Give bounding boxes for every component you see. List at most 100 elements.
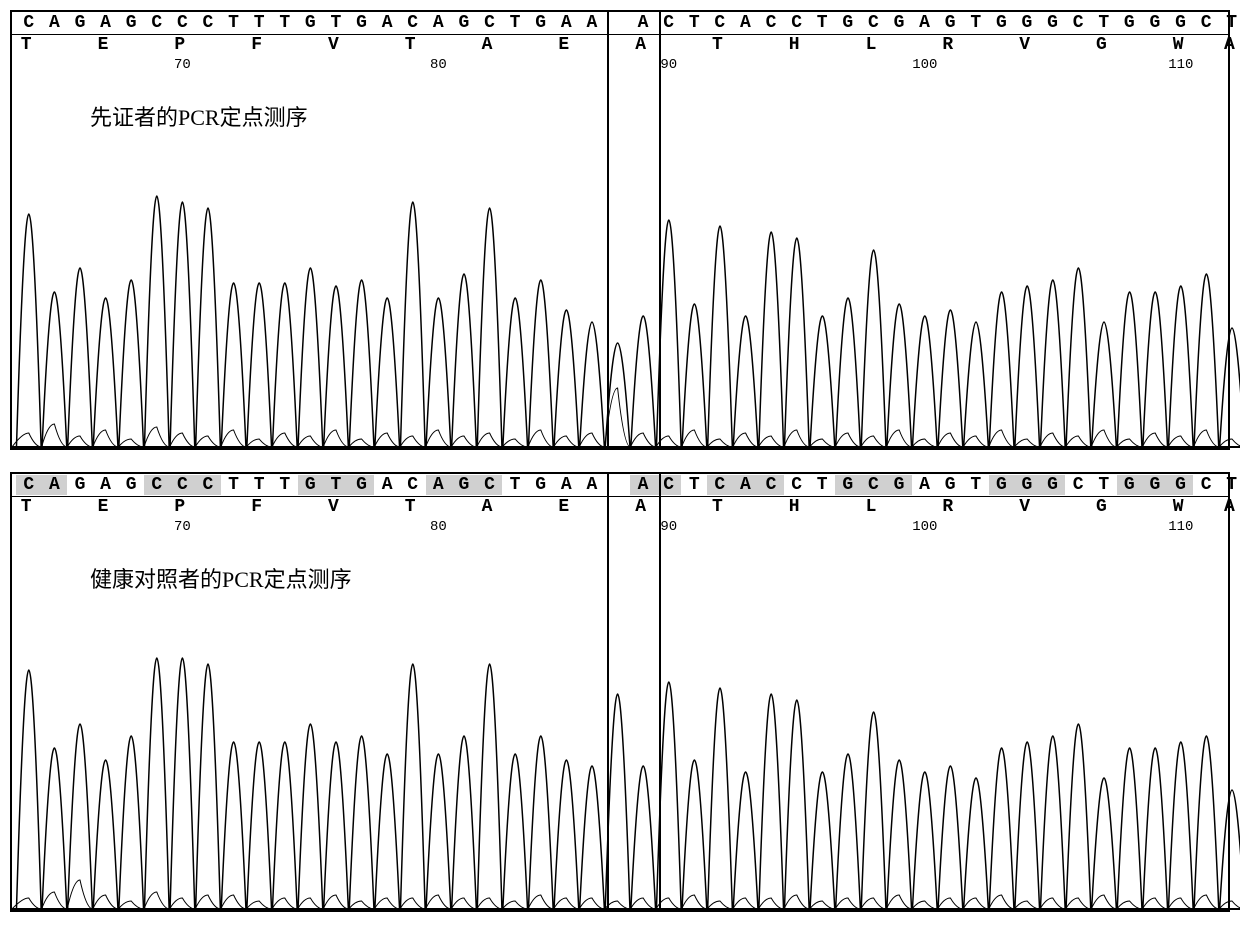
base-cell: G: [1117, 13, 1143, 33]
amino-acid-label: A: [482, 497, 493, 517]
amino-acid-label: T: [405, 497, 416, 517]
base-cell: C: [195, 13, 221, 33]
amino-acid-label: P: [174, 497, 185, 517]
amino-acid-label: A: [1224, 497, 1235, 517]
amino-acid-label: V: [328, 497, 339, 517]
amino-acid-label: V: [1019, 497, 1030, 517]
base-cell: G: [528, 475, 554, 495]
amino-acid-label: P: [174, 35, 185, 55]
base-cell: C: [784, 13, 810, 33]
base-cell: T: [963, 13, 989, 33]
base-cell: G: [1142, 13, 1168, 33]
position-label: 100: [912, 519, 937, 535]
base-cell: G: [118, 475, 144, 495]
base-cell: G: [1168, 13, 1194, 33]
amino-acid-label: A: [1224, 35, 1235, 55]
position-label: 80: [430, 57, 447, 73]
chromatogram-trace: [12, 610, 1228, 910]
base-cell: C: [1065, 13, 1091, 33]
base-cell: A: [579, 475, 605, 495]
sequence-row: CAGAGCCCTTTGTGACAGCTGAA ACTCACCTGCGAGTGG…: [12, 12, 1228, 35]
base-cell: G: [835, 13, 861, 33]
base-cell: T: [963, 475, 989, 495]
amino-acid-label: E: [558, 497, 569, 517]
base-cell: A: [912, 475, 938, 495]
amino-acid-label: T: [405, 35, 416, 55]
base-cell: C: [707, 13, 733, 33]
base-cell: A: [42, 475, 68, 495]
base-cell: G: [349, 13, 375, 33]
base-cell: A: [630, 13, 656, 33]
base-cell: A: [426, 475, 452, 495]
panel-caption: 先证者的PCR定点测序: [90, 100, 308, 132]
base-cell: G: [989, 475, 1015, 495]
amino-acid-label: L: [866, 497, 877, 517]
base-cell: T: [681, 13, 707, 33]
base-cell: T: [323, 475, 349, 495]
amino-acid-label: W: [1173, 497, 1184, 517]
position-label: 110: [1168, 519, 1193, 535]
base-cell: T: [681, 475, 707, 495]
base-cell: A: [553, 475, 579, 495]
amino-acid-label: T: [712, 35, 723, 55]
base-cell: A: [630, 475, 656, 495]
base-cell: G: [528, 13, 554, 33]
base-cell: C: [861, 13, 887, 33]
base-cell: T: [272, 13, 298, 33]
amino-acid-label: E: [558, 35, 569, 55]
base-cell: G: [67, 13, 93, 33]
amino-acid-label: T: [21, 497, 32, 517]
base-cell: G: [451, 13, 477, 33]
base-cell: C: [16, 13, 42, 33]
base-cell: C: [1193, 13, 1219, 33]
base-cell: T: [502, 475, 528, 495]
base-cell: C: [144, 13, 170, 33]
base-cell: G: [937, 475, 963, 495]
amino-acid-label: V: [1019, 35, 1030, 55]
amino-acid-label: F: [251, 497, 262, 517]
base-cell: G: [1117, 475, 1143, 495]
amino-acid-label: A: [635, 35, 646, 55]
base-cell: A: [733, 475, 759, 495]
base-cell: G: [118, 13, 144, 33]
base-cell: C: [758, 13, 784, 33]
position-row: 708090100110: [12, 57, 1228, 75]
base-cell: A: [42, 13, 68, 33]
base-cell: G: [451, 475, 477, 495]
amino-acid-label: G: [1096, 497, 1107, 517]
base-cell: G: [1014, 13, 1040, 33]
amino-acid-label: T: [21, 35, 32, 55]
base-cell: T: [1219, 13, 1240, 33]
amino-acid-label: E: [98, 35, 109, 55]
base-cell: C: [707, 475, 733, 495]
base-cell: C: [477, 475, 503, 495]
base-cell: G: [886, 13, 912, 33]
base-cell: G: [1142, 475, 1168, 495]
amino-acid-label: E: [98, 497, 109, 517]
amino-acid-label: F: [251, 35, 262, 55]
base-cell: T: [246, 13, 272, 33]
base-cell: A: [733, 13, 759, 33]
base-cell: C: [195, 475, 221, 495]
amino-acid-label: A: [635, 497, 646, 517]
base-cell: T: [809, 475, 835, 495]
sequence-row: CAGAGCCCTTTGTGACAGCTGAA ACTCACCTGCGAGTGG…: [12, 474, 1228, 497]
base-cell: G: [1040, 13, 1066, 33]
amino-acid-label: G: [1096, 35, 1107, 55]
position-label: 70: [174, 57, 191, 73]
base-cell: T: [272, 475, 298, 495]
amino-acid-label: R: [942, 497, 953, 517]
base-cell: C: [1065, 475, 1091, 495]
position-label: 80: [430, 519, 447, 535]
base-cell: C: [758, 475, 784, 495]
base-cell: C: [861, 475, 887, 495]
base-cell: G: [298, 475, 324, 495]
base-cell: T: [1091, 13, 1117, 33]
base-cell: G: [1014, 475, 1040, 495]
amino-acid-label: R: [942, 35, 953, 55]
position-label: 110: [1168, 57, 1193, 73]
base-cell: A: [374, 475, 400, 495]
base-cell: A: [553, 13, 579, 33]
base-cell: T: [502, 13, 528, 33]
amino-acid-label: V: [328, 35, 339, 55]
